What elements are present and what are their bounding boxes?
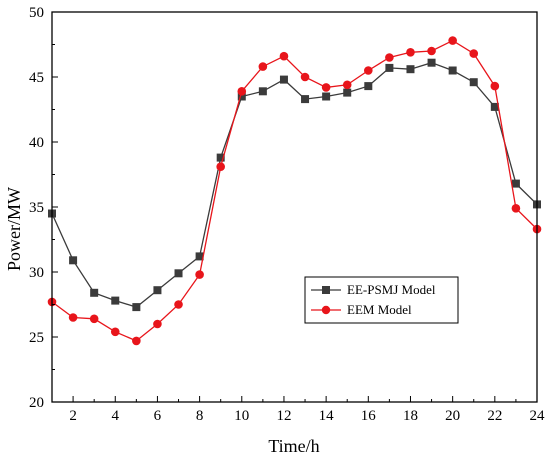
data-point [258,87,267,96]
data-point [195,270,204,279]
legend-label-ee-psmj: EE-PSMJ Model [347,282,436,297]
data-point [385,53,394,62]
data-point [300,72,310,82]
data-point [279,51,289,61]
x-tick-label: 14 [319,408,335,424]
x-tick-label: 24 [530,408,546,424]
data-point [90,288,99,297]
data-point [301,95,310,104]
series-line [51,39,538,342]
data-point [342,80,352,90]
data-point [364,66,373,75]
x-tick-label: 8 [196,408,204,424]
y-axis-title: Power/MW [4,187,24,271]
series-line [51,62,538,308]
x-tick-label: 20 [445,408,460,424]
data-point [69,256,78,265]
x-tick-label: 2 [69,408,77,424]
data-point [237,87,247,96]
data-point [385,63,394,72]
data-point [132,303,141,312]
data-point [237,92,246,101]
data-point [153,319,162,329]
data-point [448,66,457,75]
data-point [321,83,331,92]
y-tick-label: 45 [29,70,44,86]
x-tick-label: 12 [276,408,291,424]
data-point [111,296,120,305]
axes [51,11,538,403]
x-tick-label: 16 [361,408,377,424]
data-point [490,81,500,91]
x-axis-title: Time/h [268,436,319,456]
legend: EE-PSMJ Model EEM Model [304,276,459,324]
data-point [89,314,99,324]
data-point [406,65,415,74]
data-point [110,327,120,337]
data-point [258,62,268,71]
data-point [216,162,225,171]
data-point [490,102,499,111]
data-point [448,36,457,45]
data-point [469,78,478,87]
plot-frame [51,11,538,403]
x-tick-label: 18 [403,408,418,424]
x-tick-label: 4 [112,408,120,424]
data-point [174,300,183,309]
data-point [427,46,436,56]
legend-marker-eem [321,305,331,315]
data-point [216,153,225,162]
y-tick-label: 50 [29,5,44,21]
data-point [469,49,479,58]
data-point [511,204,521,213]
y-tick-label: 40 [29,135,44,151]
y-tick-label: 35 [29,200,44,216]
x-tick-label: 10 [234,408,249,424]
legend-marker-ee-psmj [322,286,330,294]
data-point [279,75,288,84]
data-point [174,269,183,278]
y-tick-label: 20 [29,395,44,411]
legend-label-eem: EEM Model [347,302,412,317]
x-tick-label: 22 [487,408,502,424]
series-layer [47,36,542,346]
series-ee-psmj [48,58,541,312]
series-eem [47,36,542,346]
tick-marks [51,11,538,403]
data-point [68,313,78,322]
x-tick-label: 6 [154,408,162,424]
data-point [511,179,520,188]
data-point [406,48,415,57]
data-point [427,58,436,67]
y-tick-label: 25 [29,330,44,346]
data-point [364,82,373,91]
data-point [343,88,352,97]
data-point [195,252,204,261]
data-point [322,92,331,101]
legend-box [304,276,459,324]
y-tick-label: 30 [29,265,44,281]
data-point [132,336,141,346]
data-point [153,286,162,295]
